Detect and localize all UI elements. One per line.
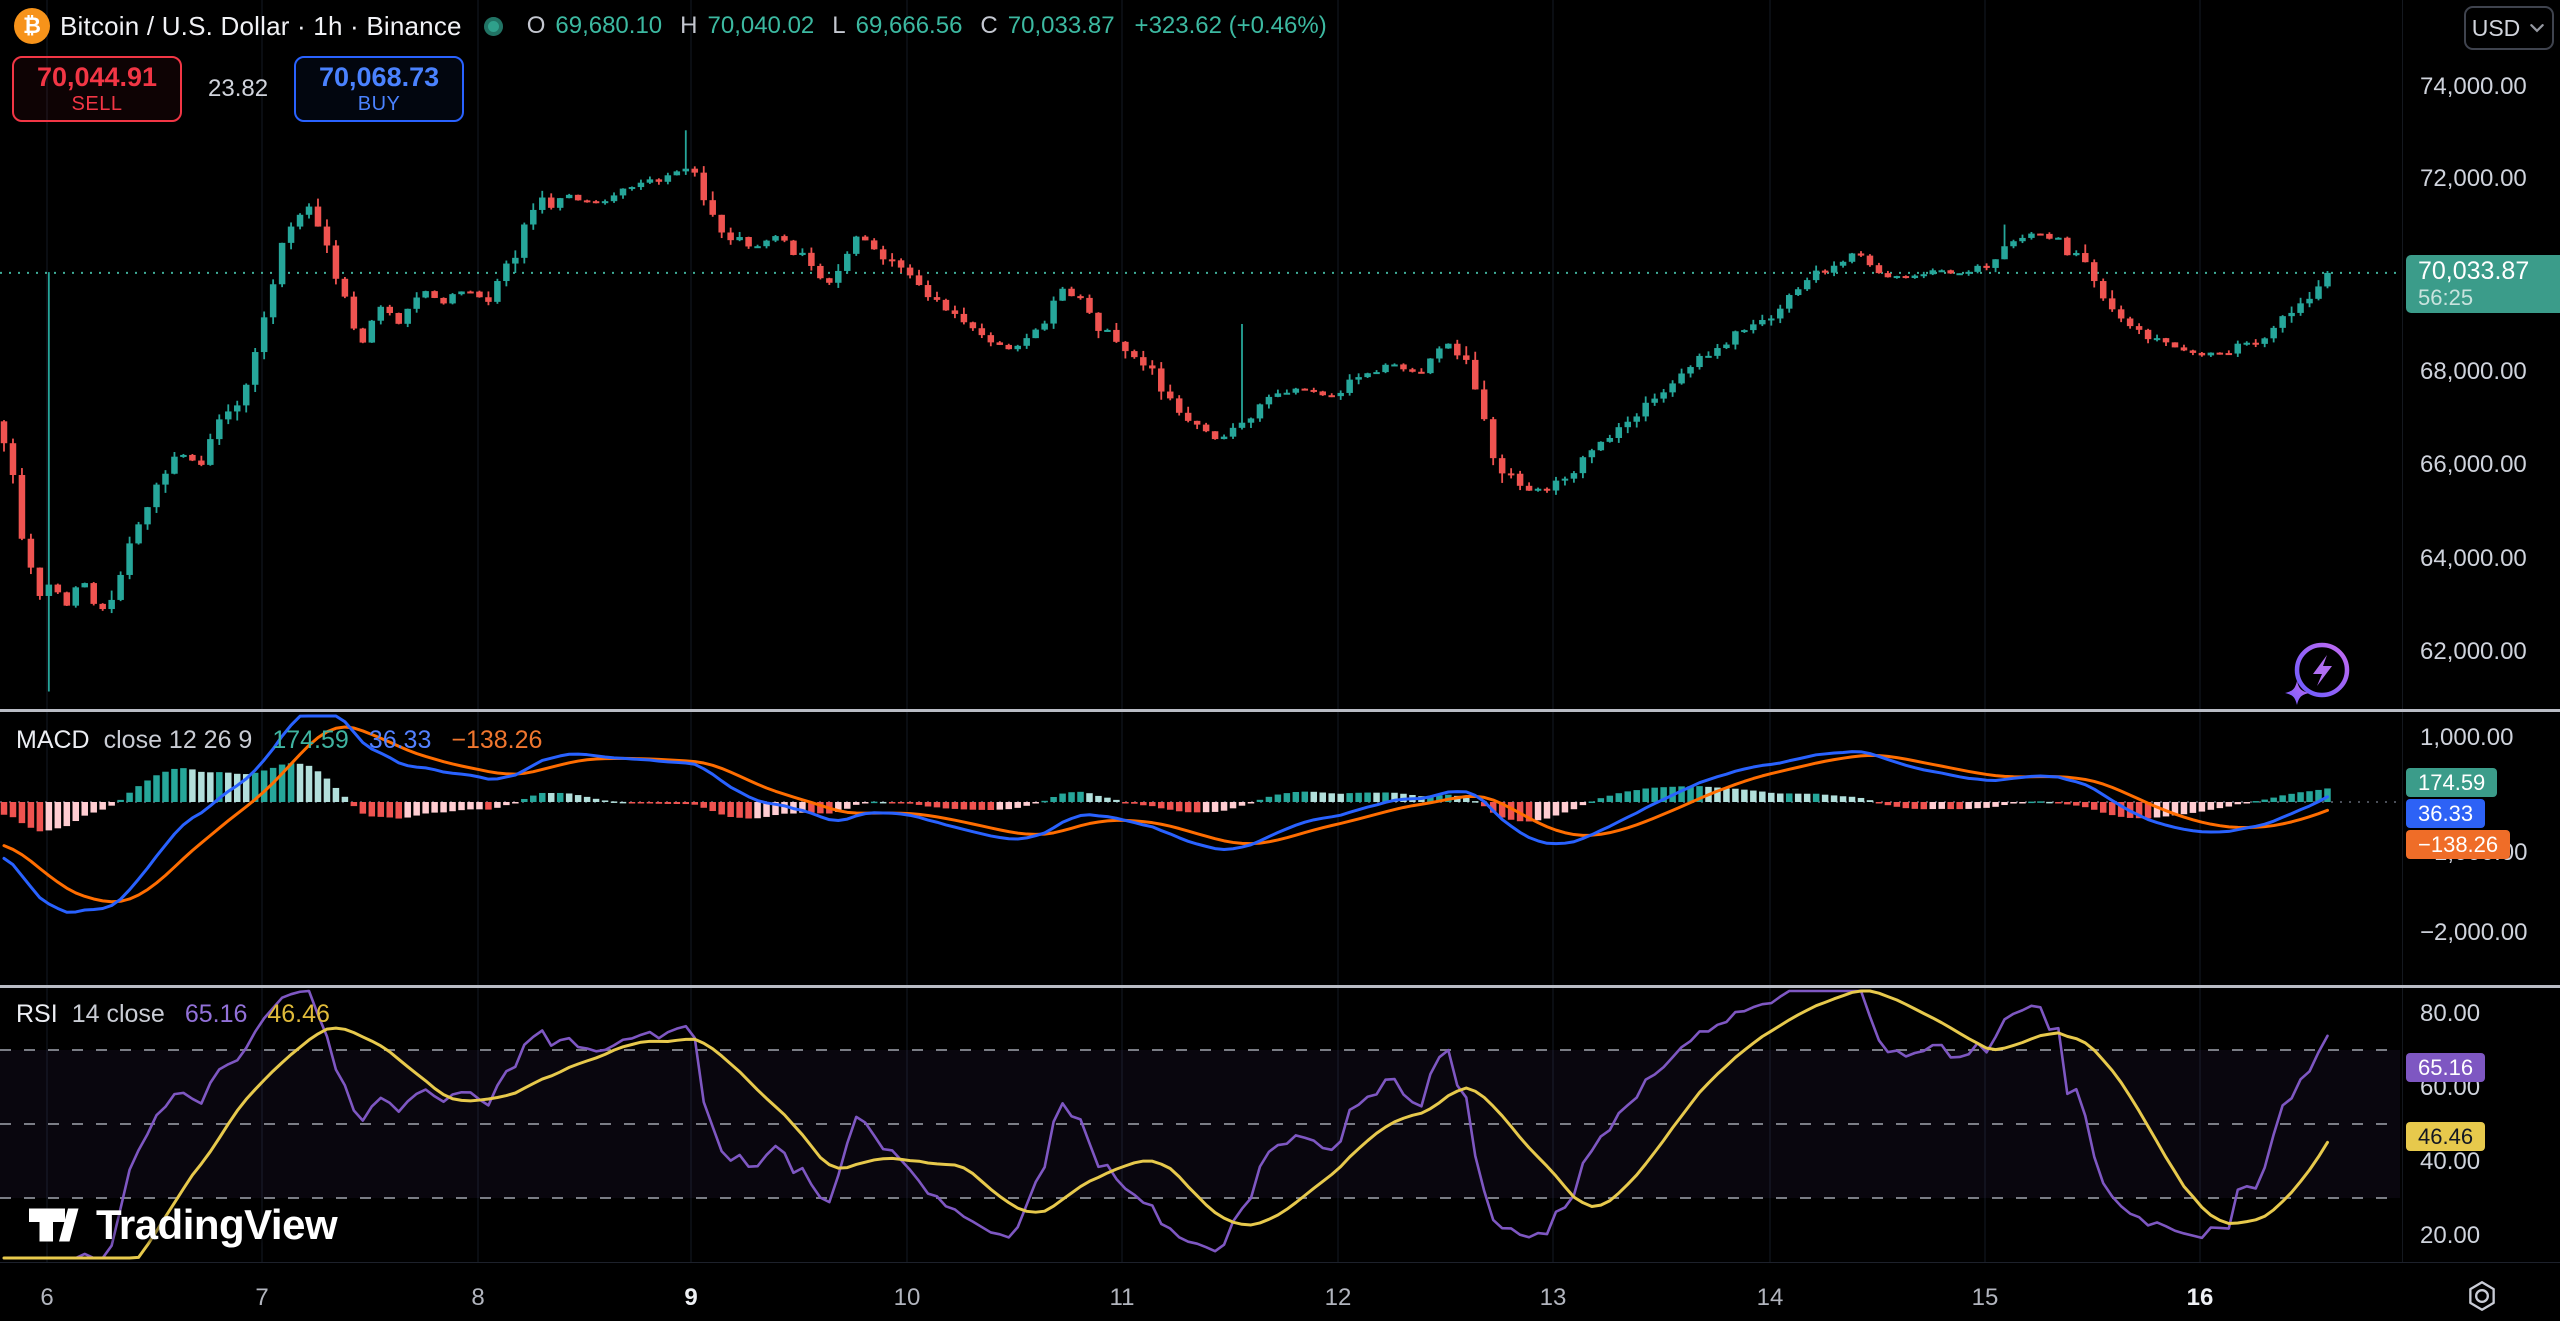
price-axis-label: 66,000.00 bbox=[2420, 451, 2527, 478]
time-axis-label[interactable]: 9 bbox=[684, 1284, 698, 1311]
sparkle-icon bbox=[2285, 681, 2309, 705]
rsi-axis-label: 80.00 bbox=[2420, 1000, 2481, 1027]
time-axis-label[interactable]: 16 bbox=[2186, 1284, 2214, 1311]
indicator-value-badge: −138.26 bbox=[2406, 830, 2511, 859]
indicator-value-badge: 36.33 bbox=[2406, 799, 2486, 828]
chevron-down-icon bbox=[2530, 24, 2545, 33]
lightning-bolt-icon bbox=[2313, 655, 2332, 686]
high-value: 70,040.02 bbox=[707, 12, 815, 39]
rsi-axis-label: 40.00 bbox=[2420, 1148, 2481, 1175]
indicator-value-badge: 46.46 bbox=[2406, 1122, 2486, 1151]
currency-selector[interactable]: USD bbox=[2464, 6, 2554, 50]
time-axis-label[interactable]: 11 bbox=[1109, 1284, 1135, 1311]
time-axis-label[interactable]: 10 bbox=[893, 1284, 921, 1311]
price-axis-label: 64,000.00 bbox=[2420, 545, 2527, 572]
rsi-pane[interactable] bbox=[0, 987, 2560, 1262]
macd-indicator-header[interactable]: MACD close 12 26 9 174.59 36.33 −138.26 bbox=[16, 726, 542, 755]
bar-countdown: 56:25 bbox=[2418, 284, 2474, 310]
rsi-title: RSI bbox=[16, 1000, 58, 1028]
indicator-value-badge: 65.16 bbox=[2406, 1053, 2486, 1082]
sell-label: SELL bbox=[71, 93, 123, 116]
rsi-indicator-header[interactable]: RSI 14 close 65.16 46.46 bbox=[16, 1000, 330, 1029]
buy-button[interactable]: 70,068.73 BUY bbox=[294, 56, 465, 122]
market-status-icon bbox=[483, 16, 503, 36]
macd-axis-label: 1,000.00 bbox=[2420, 724, 2514, 751]
time-axis-label[interactable]: 12 bbox=[1324, 1284, 1352, 1311]
time-axis-label[interactable]: 7 bbox=[255, 1284, 269, 1311]
settings-gear-icon[interactable] bbox=[2464, 1278, 2500, 1314]
buy-price: 70,068.73 bbox=[319, 61, 440, 92]
time-axis-label[interactable]: 15 bbox=[1971, 1284, 1999, 1311]
sell-price: 70,044.91 bbox=[36, 61, 158, 92]
price-chart-pane[interactable] bbox=[0, 0, 2560, 710]
time-axis-label[interactable]: 13 bbox=[1539, 1284, 1567, 1311]
watermark-text: TradingView bbox=[96, 1201, 338, 1248]
price-axis-label: 68,000.00 bbox=[2420, 358, 2527, 385]
price-axis-label: 74,000.00 bbox=[2420, 73, 2527, 100]
rsi-axis-label: 20.00 bbox=[2420, 1222, 2481, 1249]
close-value: 70,033.87 bbox=[1007, 12, 1115, 39]
time-axis-label[interactable]: 14 bbox=[1756, 1284, 1784, 1311]
rsi-params: 14 close bbox=[71, 1000, 165, 1028]
time-axis-label[interactable]: 8 bbox=[471, 1284, 485, 1311]
buy-label: BUY bbox=[357, 93, 401, 116]
last-price-value: 70,033.87 bbox=[2418, 257, 2530, 286]
macd-signal-value: −138.26 bbox=[451, 726, 543, 754]
macd-axis-label: −2,000.00 bbox=[2420, 919, 2528, 946]
tradingview-watermark[interactable]: TradingView bbox=[26, 1198, 338, 1252]
macd-title: MACD bbox=[16, 726, 90, 754]
circle-outline bbox=[2294, 642, 2350, 698]
order-panel: 70,044.91 SELL 23.82 70,068.73 BUY bbox=[12, 56, 465, 122]
tradingview-logo-icon bbox=[29, 1208, 79, 1242]
macd-pane[interactable] bbox=[0, 712, 2560, 985]
macd-hist-value: 174.59 bbox=[272, 726, 349, 754]
pane-separator[interactable] bbox=[0, 709, 2560, 712]
price-scale-border bbox=[2402, 0, 2403, 1262]
macd-params: close 12 26 9 bbox=[103, 726, 253, 754]
time-axis-separator bbox=[0, 1262, 2560, 1263]
time-axis-label[interactable]: 6 bbox=[40, 1284, 54, 1311]
rsi-value: 65.16 bbox=[184, 1000, 248, 1028]
last-price-badge: 70,033.87 56:25 bbox=[2406, 255, 2560, 313]
low-value: 69,666.56 bbox=[855, 12, 963, 39]
technicals-lightning-icon[interactable] bbox=[2280, 636, 2358, 714]
sell-button[interactable]: 70,044.91 SELL bbox=[12, 56, 182, 122]
open-value: 69,680.10 bbox=[555, 12, 663, 39]
high-label: H bbox=[680, 12, 698, 39]
symbol-header: ₿ Bitcoin / U.S. Dollar · 1h · Binance O… bbox=[14, 8, 1327, 44]
bitcoin-icon: ₿ bbox=[14, 8, 50, 44]
close-label: C bbox=[980, 12, 998, 39]
symbol-title[interactable]: Bitcoin / U.S. Dollar · 1h · Binance bbox=[60, 10, 462, 41]
macd-line-value: 36.33 bbox=[368, 726, 432, 754]
low-label: L bbox=[832, 12, 846, 39]
price-axis-label: 72,000.00 bbox=[2420, 165, 2527, 192]
change-value: +323.62 (+0.46%) bbox=[1134, 12, 1327, 39]
spread-value: 23.82 bbox=[208, 75, 269, 102]
rsi-ma-value: 46.46 bbox=[267, 1000, 330, 1028]
pane-separator[interactable] bbox=[0, 985, 2560, 988]
price-axis-label: 62,000.00 bbox=[2420, 638, 2527, 665]
open-label: O bbox=[526, 12, 546, 39]
indicator-value-badge: 174.59 bbox=[2406, 768, 2498, 797]
currency-value: USD bbox=[2471, 14, 2521, 41]
